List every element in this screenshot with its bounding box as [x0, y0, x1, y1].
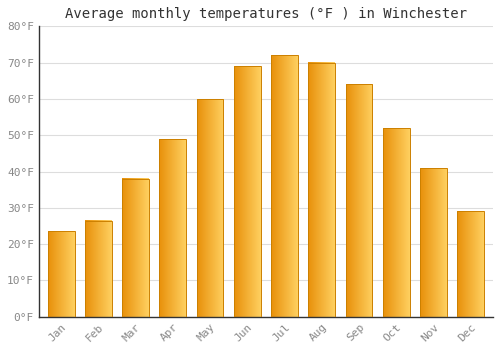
- Bar: [160, 139, 186, 317]
- Title: Average monthly temperatures (°F ) in Winchester: Average monthly temperatures (°F ) in Wi…: [65, 7, 467, 21]
- Bar: [48, 231, 74, 317]
- Bar: [271, 55, 298, 317]
- Bar: [196, 99, 224, 317]
- Bar: [458, 211, 484, 317]
- Bar: [383, 128, 409, 317]
- Bar: [346, 84, 372, 317]
- Bar: [420, 168, 447, 317]
- Bar: [122, 179, 149, 317]
- Bar: [85, 220, 112, 317]
- Bar: [308, 63, 335, 317]
- Bar: [234, 66, 260, 317]
